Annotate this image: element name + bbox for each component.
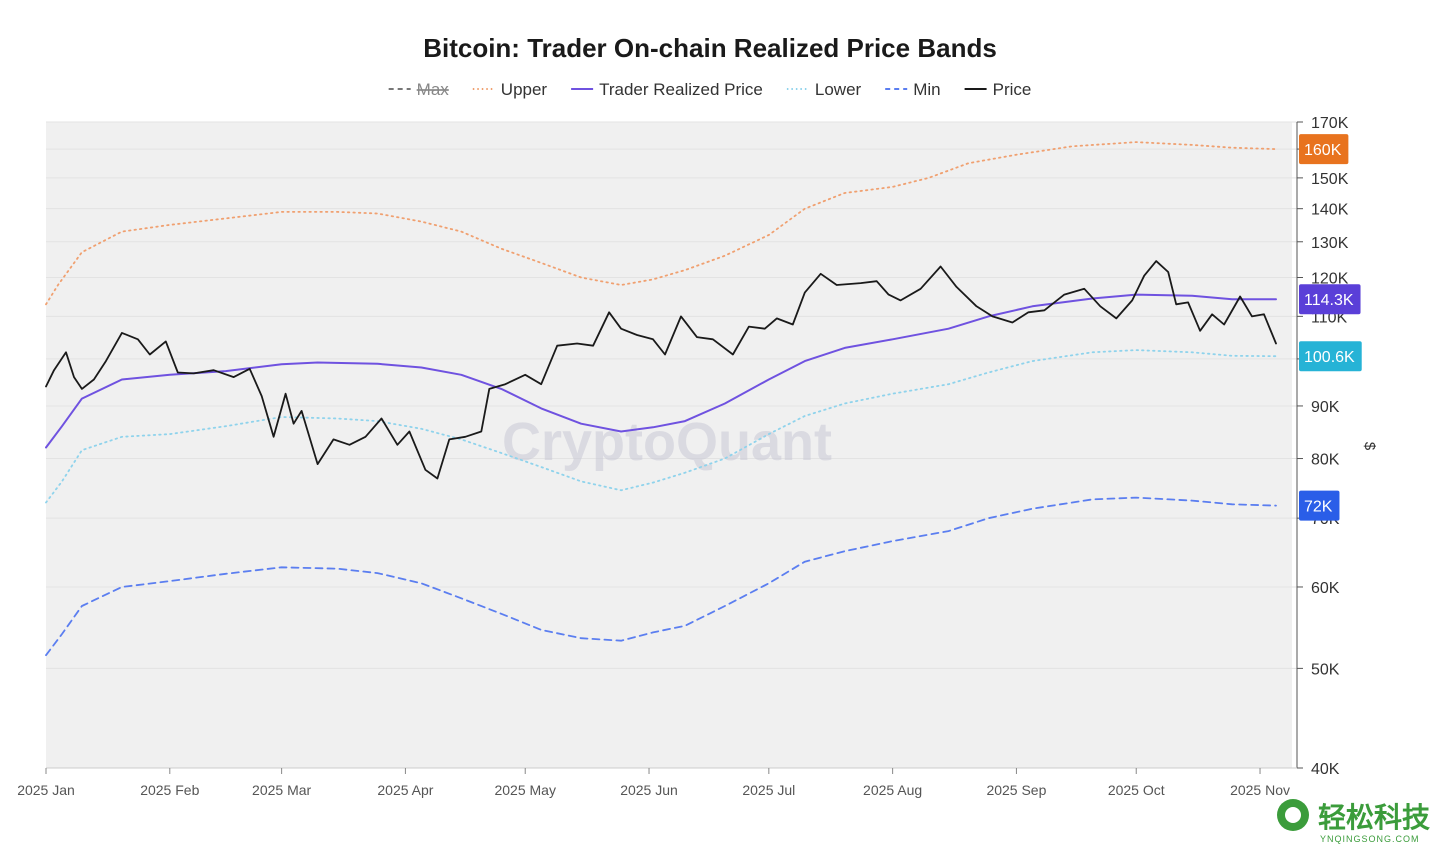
- legend-item-min[interactable]: Min: [885, 80, 941, 99]
- series-min: [45, 496, 1277, 657]
- y-tick-150k: 150K: [1311, 171, 1349, 188]
- y-tick-60k: 60K: [1311, 580, 1340, 597]
- series-layer: [45, 141, 1277, 657]
- badge-box: [1299, 134, 1349, 165]
- badge-label: 100.6K: [1304, 349, 1355, 366]
- x-tick-2025-nov: 2025 Nov: [1230, 782, 1290, 798]
- badge-114-3k: 114.3K: [1299, 284, 1361, 315]
- x-tick-2025-oct: 2025 Oct: [1108, 782, 1165, 798]
- legend-item-price[interactable]: Price: [964, 80, 1032, 99]
- x-axis-ticks: 2025 Jan 2025 Feb 2025 Mar 2025 Apr 2025 May…: [17, 768, 1290, 798]
- x-tick-2025-mar: 2025 Mar: [252, 782, 311, 798]
- y-tick-80k: 80K: [1311, 452, 1340, 469]
- site-logo: 轻松科技 YNQINGSONG.COM: [1277, 799, 1430, 844]
- legend-label: Lower: [815, 80, 862, 99]
- x-tick-2025-jan: 2025 Jan: [17, 782, 75, 798]
- badge-label: 72K: [1304, 499, 1333, 516]
- y-tick-120k: 120K: [1311, 271, 1349, 288]
- legend-label: Price: [993, 80, 1032, 99]
- y-axis-label: $: [1361, 442, 1378, 451]
- legend[interactable]: Max Upper Trader Realized Price Lower Min Pri…: [388, 80, 1032, 99]
- x-tick-2025-aug: 2025 Aug: [863, 782, 922, 798]
- badge-160k: 160K: [1299, 134, 1349, 165]
- legend-label: Min: [913, 80, 940, 99]
- legend-item-upper[interactable]: Upper: [472, 80, 548, 99]
- x-tick-2025-jun: 2025 Jun: [620, 782, 678, 798]
- x-tick-2025-may: 2025 May: [494, 782, 555, 798]
- y-tick-90k: 90K: [1311, 399, 1340, 416]
- watermark: CryptoQuant: [502, 412, 832, 472]
- series-lower: [45, 349, 1277, 504]
- series-price: [45, 260, 1277, 480]
- logo-name: 轻松科技: [1318, 802, 1430, 833]
- y-axis-ticks: 170K160K150K140K130K120K110K100K90K80K70…: [1297, 115, 1349, 778]
- series-upper: [45, 141, 1277, 306]
- value-badges: 160K 114.3K 100.6K 72K: [1299, 134, 1362, 521]
- x-tick-2025-feb: 2025 Feb: [140, 782, 199, 798]
- x-tick-2025-jul: 2025 Jul: [742, 782, 795, 798]
- badge-box: [1299, 341, 1362, 372]
- y-tick-50k: 50K: [1311, 661, 1340, 678]
- x-tick-2025-sep: 2025 Sep: [986, 782, 1046, 798]
- legend-item-lower[interactable]: Lower: [786, 80, 862, 99]
- badge-box: [1299, 284, 1361, 315]
- y-tick-40k: 40K: [1311, 761, 1340, 778]
- badge-box: [1299, 490, 1340, 521]
- badge-72k: 72K: [1299, 490, 1340, 521]
- chart-title: Bitcoin: Trader On-chain Realized Price …: [423, 33, 997, 63]
- x-tick-2025-apr: 2025 Apr: [377, 782, 433, 798]
- legend-item-max[interactable]: Max: [388, 80, 450, 99]
- badge-label: 114.3K: [1304, 292, 1354, 309]
- badge-100-6k: 100.6K: [1299, 341, 1362, 372]
- y-tick-140k: 140K: [1311, 202, 1349, 219]
- legend-label: Max: [417, 80, 450, 99]
- badge-label: 160K: [1304, 142, 1342, 159]
- legend-item-trader-realized-price[interactable]: Trader Realized Price: [571, 80, 763, 99]
- logo-domain: YNQINGSONG.COM: [1320, 834, 1420, 844]
- plot-area: [46, 122, 1292, 768]
- y-tick-130k: 130K: [1311, 235, 1349, 252]
- y-tick-170k: 170K: [1311, 115, 1349, 132]
- legend-label: Trader Realized Price: [599, 80, 763, 99]
- legend-label: Upper: [501, 80, 548, 99]
- logo-mark-inner: [1285, 807, 1301, 823]
- grid-lines: [46, 121, 1297, 769]
